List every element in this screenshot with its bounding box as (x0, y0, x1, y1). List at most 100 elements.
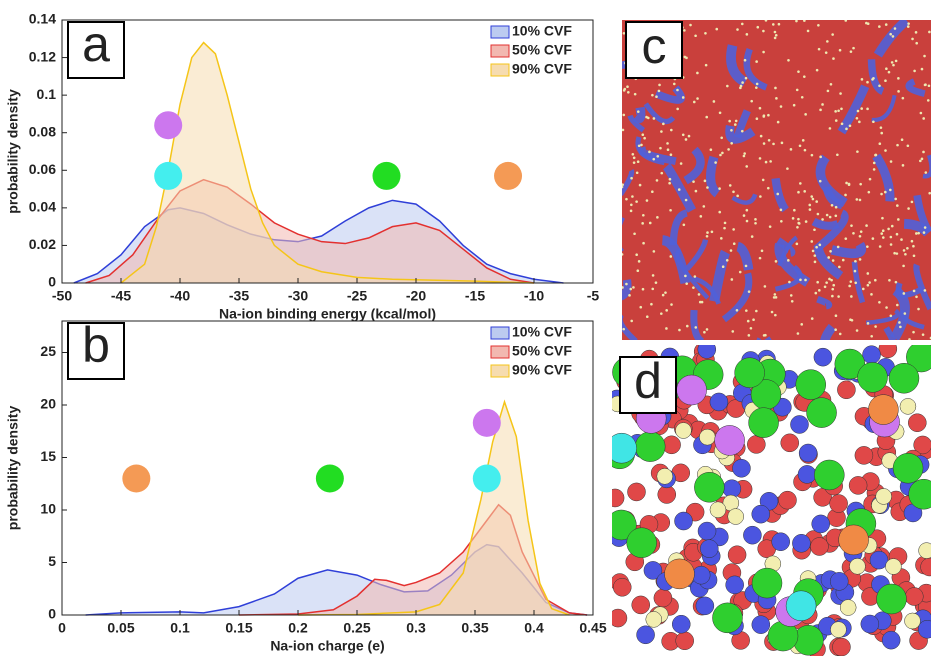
image-dot (769, 160, 772, 163)
image-dot (835, 119, 838, 122)
image-dot (659, 147, 662, 150)
legend-label: 10% CVF (512, 324, 572, 340)
image-dot (732, 190, 735, 193)
image-dot (774, 293, 777, 296)
image-dot (911, 240, 914, 243)
atom (675, 512, 693, 530)
image-dot (884, 149, 887, 152)
image-dot (827, 256, 830, 259)
image-dot (656, 179, 659, 182)
image-dot (750, 327, 753, 330)
atom (728, 546, 746, 564)
image-dot (834, 328, 837, 331)
atom (728, 509, 744, 525)
image-dot (879, 245, 882, 248)
atom (832, 638, 850, 656)
image-dot (835, 314, 838, 317)
image-dot (752, 318, 755, 321)
image-dot (668, 182, 671, 185)
atom (637, 626, 655, 644)
image-dot (821, 218, 824, 221)
image-dot (670, 303, 673, 306)
image-dot (797, 191, 800, 194)
image-dot (826, 40, 829, 43)
image-dot (896, 204, 899, 207)
image-dot (852, 47, 855, 50)
atom (778, 491, 796, 509)
image-dot (882, 229, 885, 232)
image-dot (816, 281, 819, 284)
atom (675, 423, 691, 439)
image-dot (772, 23, 775, 26)
image-dot (861, 78, 864, 81)
image-dot (890, 314, 893, 317)
image-dot (913, 70, 916, 73)
image-dot (908, 338, 911, 341)
image-dot (888, 71, 891, 74)
image-dot (922, 117, 925, 120)
image-dot (682, 133, 685, 136)
atom (830, 572, 848, 590)
x-tick-label: 0.05 (107, 620, 134, 636)
image-dot (860, 230, 863, 233)
image-dot (885, 23, 888, 26)
image-dot (890, 236, 893, 239)
image-dot (660, 312, 663, 315)
atom (814, 348, 832, 366)
image-dot (637, 110, 640, 113)
image-dot (774, 37, 777, 40)
image-dot (797, 222, 800, 225)
image-dot (790, 148, 793, 151)
image-dot (900, 238, 903, 241)
image-dot (652, 274, 655, 277)
image-dot (630, 320, 633, 323)
image-dot (831, 295, 834, 298)
y-tick-label: 25 (40, 343, 56, 359)
image-dot (713, 100, 716, 103)
image-dot (907, 207, 910, 210)
image-dot (695, 190, 698, 193)
image-dot (775, 260, 778, 263)
atom (747, 435, 765, 453)
image-dot (922, 333, 925, 336)
image-dot (797, 70, 800, 73)
image-dot (745, 77, 748, 80)
image-dot (759, 157, 762, 160)
image-dot (867, 322, 870, 325)
image-dot (622, 114, 625, 117)
image-dot (669, 178, 672, 181)
x-axis-label: Na-ion charge (e) (270, 638, 384, 654)
image-dot (911, 201, 914, 204)
image-dot (808, 204, 811, 207)
x-axis-label: Na-ion binding energy (kcal/mol) (219, 306, 436, 322)
image-dot (756, 83, 759, 86)
image-dot (736, 309, 739, 312)
image-dot (768, 139, 771, 142)
image-dot (790, 294, 793, 297)
atom (749, 408, 779, 438)
legend-label: 10% CVF (512, 23, 572, 39)
image-dot (856, 198, 859, 201)
image-dot (744, 59, 747, 62)
y-tick-label: 0.06 (29, 161, 56, 177)
image-dot (907, 22, 910, 25)
image-dot (664, 291, 667, 294)
image-dot (836, 153, 839, 156)
atom (885, 559, 901, 575)
image-dot (925, 171, 928, 174)
x-tick-label: 0.1 (170, 620, 190, 636)
image-dot (804, 279, 807, 282)
atom (814, 460, 844, 490)
image-dot (906, 247, 909, 250)
image-dot (887, 228, 890, 231)
image-dot (780, 220, 783, 223)
y-axis-label: probability density (5, 406, 21, 531)
atom (658, 485, 676, 503)
image-dot (902, 97, 905, 100)
image-dot (743, 152, 746, 155)
image-dot (867, 284, 870, 287)
image-dot (747, 320, 750, 323)
image-dot (745, 165, 748, 168)
image-dot (787, 59, 790, 62)
image-dot (666, 142, 669, 145)
